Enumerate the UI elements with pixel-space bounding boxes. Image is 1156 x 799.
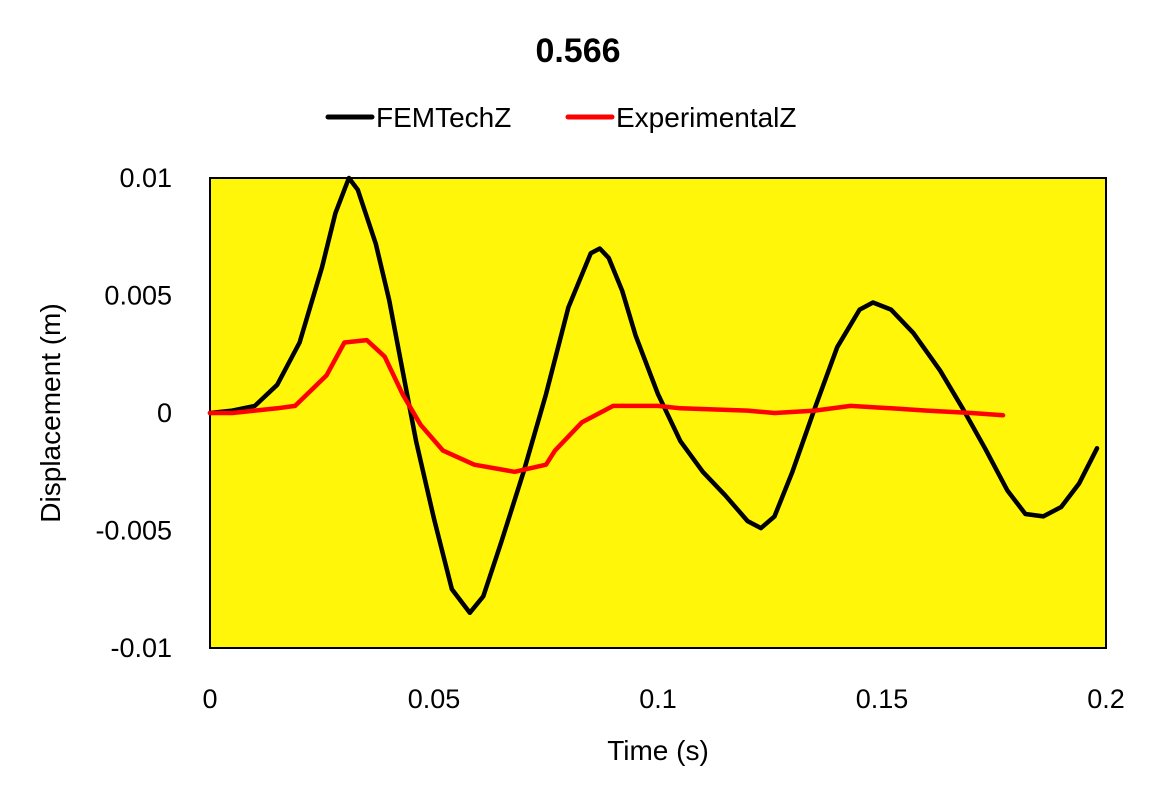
x-tick-label: 0.15 [856,684,909,714]
chart-title: 0.566 [535,32,620,70]
legend: FEMTechZ ExperimentalZ [325,102,797,133]
series-line-femtechz [207,175,1100,616]
y-axis-ticks: 0.01 0.005 0 -0.005 -0.01 [95,163,172,663]
y-tick-label: 0.01 [119,163,172,193]
x-axis-ticks: 0 0.05 0.1 0.15 0.2 [202,684,1124,714]
x-tick-label: 0.05 [408,684,461,714]
x-axis-label: Time (s) [607,735,709,766]
legend-label-experimentalz: ExperimentalZ [616,102,797,133]
series-layer [207,175,1100,616]
x-tick-label: 0 [202,684,217,714]
legend-label-femtechz: FEMTechZ [376,102,511,133]
series-line-experimentalz [207,337,1006,475]
y-axis-label: Displacement (m) [35,303,66,522]
y-tick-label: -0.005 [95,516,172,546]
y-tick-label: -0.01 [110,633,172,663]
x-tick-label: 0.2 [1087,684,1125,714]
y-tick-label: 0 [157,398,172,428]
y-tick-label: 0.005 [104,281,172,311]
x-tick-label: 0.1 [639,684,677,714]
